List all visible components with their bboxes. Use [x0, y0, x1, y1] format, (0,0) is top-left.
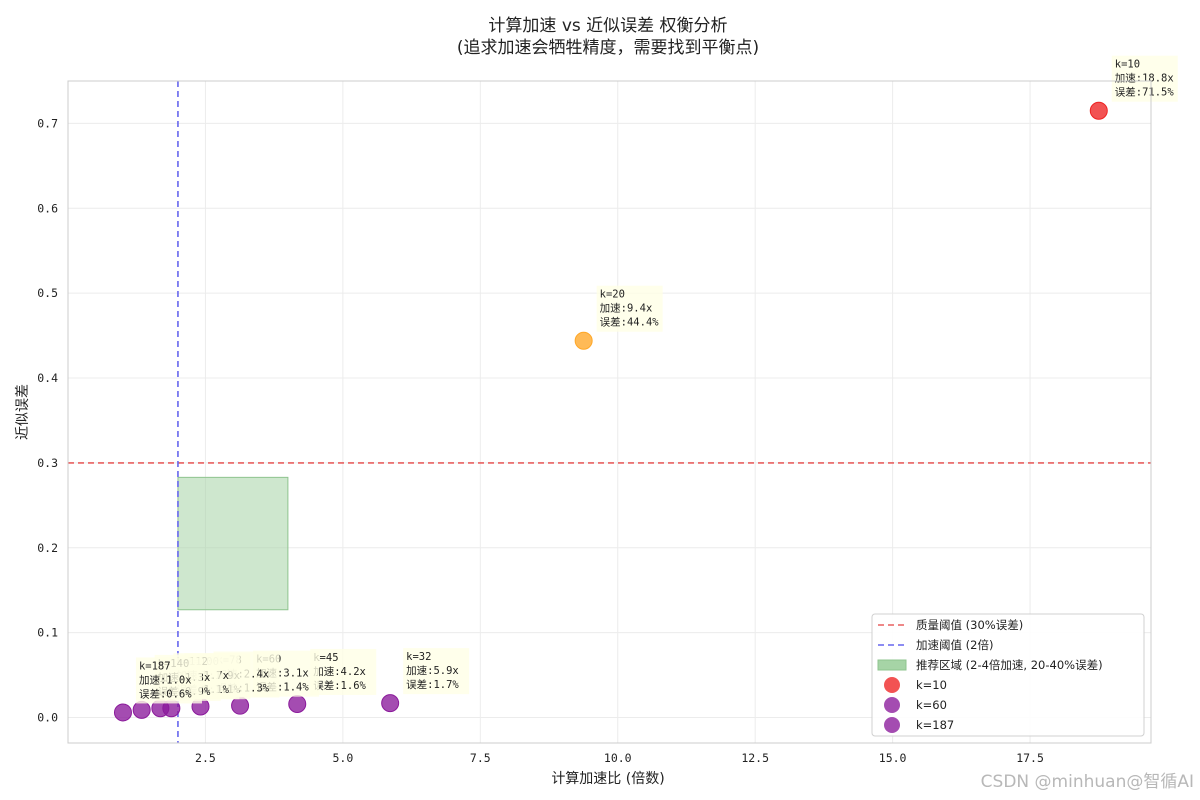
annotation-text: 加速:18.8x — [1115, 73, 1174, 85]
x-tick-label: 10.0 — [604, 751, 632, 765]
annotation-text: k=20 — [600, 289, 625, 301]
annotation-text: k=187 — [139, 660, 171, 672]
y-tick-label: 0.4 — [37, 371, 58, 385]
annotation-text: 误差:44.4% — [600, 316, 660, 329]
legend-label: k=187 — [916, 718, 954, 732]
annotation-box — [596, 285, 663, 332]
x-tick-label: 2.5 — [195, 751, 216, 765]
annotation-text: k=10 — [1115, 59, 1140, 71]
legend-entry: k=187 — [884, 717, 954, 733]
data-point-k10 — [1089, 101, 1108, 120]
x-tick-label: 15.0 — [879, 751, 907, 765]
legend: 质量阈值 (30%误差) 加速阈值 (2倍) 推荐区域 (2-4倍加速, 20-40… — [871, 613, 1145, 737]
legend-marker-swatch — [884, 697, 900, 713]
y-tick-label: 0.7 — [37, 116, 58, 130]
annotation-text: 误差:0.6% — [139, 687, 192, 700]
annotation-text: 加速:5.9x — [406, 665, 459, 677]
y-tick-label: 0.0 — [37, 711, 58, 725]
plot-frame — [67, 80, 1152, 744]
data-point-k32 — [381, 694, 400, 713]
data-point-k140 — [132, 700, 151, 719]
legend-entry: k=10 — [884, 677, 947, 693]
tick-labels-layer: 2.5 5.0 7.5 10.0 12.5 15.0 17.5 0.0 0.1 0.2 0.3 0.4… — [37, 116, 1044, 765]
data-point-k20 — [574, 331, 593, 350]
annotation-box — [135, 657, 202, 704]
recommended-region-layer — [177, 476, 289, 611]
annotation-text: 误差:1.6% — [313, 679, 366, 692]
recommended-region — [177, 476, 289, 611]
annotation-text: k=45 — [313, 652, 338, 664]
x-tick-label: 5.0 — [332, 751, 353, 765]
legend-label: 加速阈值 (2倍) — [916, 638, 993, 652]
annotation-text: 加速:9.4x — [600, 303, 653, 315]
x-axis-label: 计算加速比 (倍数) — [551, 771, 664, 787]
legend-marker-swatch — [884, 717, 900, 733]
x-tick-label: 12.5 — [741, 751, 769, 765]
data-point-k45 — [288, 694, 307, 713]
x-tick-label: 17.5 — [1016, 751, 1044, 765]
legend-entry: 质量阈值 (30%误差) — [878, 618, 1023, 632]
annotation-box — [310, 648, 377, 695]
legend-label: k=10 — [916, 678, 947, 692]
data-points-layer — [113, 101, 1108, 722]
annotation-text: k=32 — [406, 651, 431, 663]
data-point-k187 — [113, 703, 132, 722]
y-tick-label: 0.3 — [37, 456, 58, 470]
y-tick-label: 0.6 — [37, 201, 58, 215]
legend-label: k=60 — [916, 698, 947, 712]
annotations-layer: k=10加速:18.8x误差:71.5%k=20加速:9.4x误差:44.4%k… — [135, 55, 1178, 704]
x-tick-label: 7.5 — [470, 751, 491, 765]
legend-patch-swatch — [877, 659, 907, 671]
legend-marker-swatch — [884, 677, 900, 693]
legend-label: 推荐区域 (2-4倍加速, 20-40%误差) — [916, 658, 1103, 672]
annotation-text: 加速:1.0x — [139, 674, 192, 686]
legend-label: 质量阈值 (30%误差) — [916, 618, 1023, 632]
annotation-text: 加速:4.2x — [313, 666, 366, 678]
legend-entry: 推荐区域 (2-4倍加速, 20-40%误差) — [877, 658, 1103, 672]
annotation-box — [1111, 55, 1178, 102]
chart-subtitle: (追求加速会牺牲精度，需要找到平衡点) — [457, 38, 759, 58]
threshold-lines-layer — [68, 81, 1151, 743]
legend-entry: 加速阈值 (2倍) — [878, 638, 993, 652]
data-point-k60 — [231, 696, 250, 715]
legend-box — [871, 613, 1145, 737]
watermark: CSDN @minhuan@智循AI — [981, 772, 1194, 792]
annotation-box — [403, 648, 470, 695]
y-tick-label: 0.1 — [37, 626, 58, 640]
y-tick-label: 0.2 — [37, 541, 58, 555]
annotation-text: 误差:1.7% — [406, 678, 459, 691]
y-axis-label: 近似误差 — [15, 384, 31, 440]
y-tick-label: 0.5 — [37, 286, 58, 300]
annotation-text: 误差:71.5% — [1115, 86, 1175, 99]
legend-entry: k=60 — [884, 697, 947, 713]
chart-title: 计算加速 vs 近似误差 权衡分析 — [488, 16, 727, 36]
